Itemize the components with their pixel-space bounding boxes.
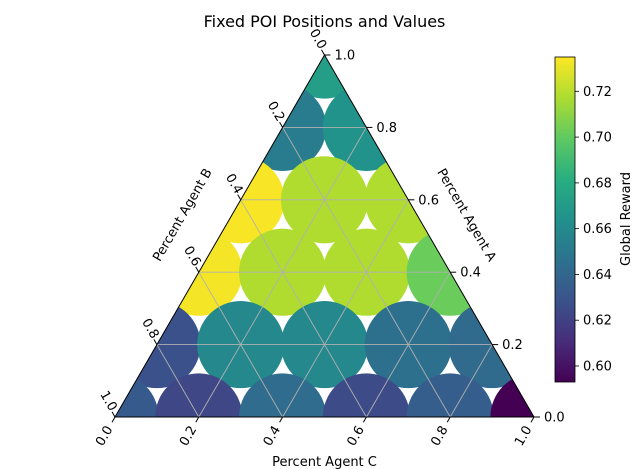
tick-mark-c [279, 416, 284, 423]
colorbar-tick-label: 0.72 [583, 85, 612, 100]
chart-title: Fixed POI Positions and Values [204, 12, 446, 31]
axis-label-c: Percent Agent C [272, 455, 377, 469]
tick-label-c: 1.0 [512, 424, 535, 449]
poi-marker [322, 373, 410, 417]
tick-label-b: 0.8 [138, 316, 161, 341]
tick-label-b: 0.2 [264, 99, 287, 124]
colorbar-ticks: 0.60 0.62 0.64 0.66 0.68 0.70 0.72 [575, 85, 612, 374]
grid-line-b [156, 344, 200, 418]
grid-line-c [449, 344, 493, 418]
tick-mark-b [237, 194, 242, 201]
colorbar-gradient [554, 56, 576, 383]
tick-mark-b [195, 266, 200, 273]
tick-label-c: 0.8 [428, 424, 451, 449]
tick-mark-b [279, 121, 284, 128]
axis-label-a: Percent Agent A [433, 166, 498, 264]
colorbar-tick-label: 0.60 [583, 359, 612, 374]
poi-marker [239, 373, 327, 417]
tick-mark-c [195, 416, 200, 423]
poi-markers [115, 55, 534, 417]
poi-marker [115, 373, 159, 417]
colorbar-tick-label: 0.66 [583, 222, 612, 237]
tick-label-a: 0.0 [544, 411, 565, 426]
tick-label-a: 0.6 [418, 193, 439, 208]
tick-label-c: 0.2 [177, 424, 200, 449]
grid-line-c [366, 271, 451, 418]
triangle-frame [114, 54, 535, 418]
tick-label-a: 0.8 [376, 121, 397, 136]
grid-line-c [282, 199, 409, 418]
colorbar-tick-label: 0.62 [583, 314, 612, 329]
tick-label-b: 1.0 [96, 389, 119, 414]
tick-label-a: 0.4 [460, 266, 481, 281]
tick-label-a: 1.0 [335, 49, 356, 64]
poi-marker [406, 373, 494, 417]
tick-mark-c [362, 416, 367, 423]
tick-mark-b [153, 339, 158, 345]
colorbar-tick-label: 0.68 [583, 176, 612, 191]
tick-mark-b [321, 49, 325, 56]
tick-label-c: 0.6 [345, 424, 368, 449]
poi-marker [155, 373, 243, 417]
colorbar-label: Global Reward [619, 172, 633, 266]
tick-mark-c [446, 416, 451, 423]
grid-line-b [198, 271, 283, 418]
tick-mark-c [530, 416, 535, 423]
colorbar-tick-label: 0.70 [583, 131, 612, 146]
grid-lines [156, 126, 493, 418]
tick-mark-b [111, 411, 116, 418]
colorbar-tick-label: 0.64 [583, 268, 612, 283]
tick-mark-c [111, 416, 116, 423]
poi-marker [490, 373, 534, 417]
tick-label-c: 0.0 [93, 424, 116, 449]
tick-label-a: 0.2 [502, 338, 523, 353]
tick-label-b: 0.4 [222, 171, 245, 196]
tick-label-b: 0.6 [180, 244, 203, 269]
colorbar: 0.60 0.62 0.64 0.66 0.68 0.70 0.72 Global Rewa… [554, 56, 633, 383]
tick-label-c: 0.4 [261, 424, 284, 449]
grid-line-b [240, 199, 367, 418]
